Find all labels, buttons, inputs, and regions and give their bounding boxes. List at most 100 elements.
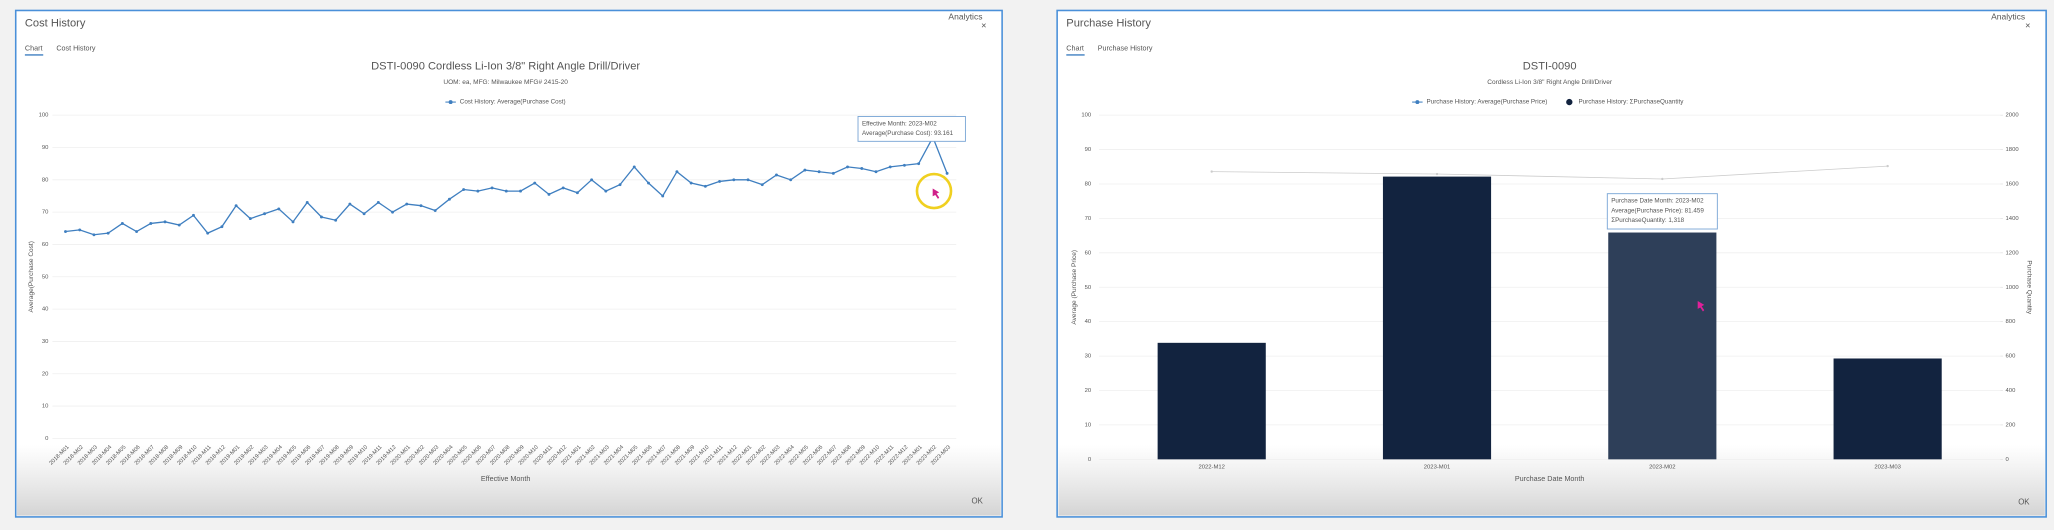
point [661, 194, 665, 198]
point [320, 215, 323, 219]
point [902, 163, 906, 167]
y-tick-label: 80 [42, 177, 49, 183]
y-tick-label: 50 [1085, 285, 1092, 291]
legend-swatch [1415, 100, 1420, 105]
point [860, 167, 864, 170]
point [419, 204, 423, 208]
point [476, 189, 480, 193]
y2-tick-label: 600 [2006, 354, 2017, 360]
point [604, 189, 608, 193]
y2-tick-label: 1000 [2006, 285, 2020, 291]
point [234, 204, 238, 208]
point [647, 181, 650, 185]
point [888, 165, 892, 169]
y-tick-label: 20 [1085, 388, 1092, 394]
point [405, 202, 409, 206]
y-tick-label: 40 [42, 307, 49, 313]
tab[interactable]: Chart [25, 43, 43, 52]
y2-tick-label: 0 [2006, 457, 2010, 463]
tab[interactable]: Cost History [56, 43, 96, 52]
point [775, 173, 778, 177]
bar [1608, 232, 1717, 460]
tooltip-line: Purchase Date Month: 2023-M02 [1611, 198, 1704, 205]
point [831, 171, 835, 175]
purchase-chart: DSTI-0090 Cordless Li-Ion 3/8" Right Angl… [1071, 61, 2032, 483]
analytics-link[interactable]: Analytics [1991, 11, 2025, 21]
tooltip-line: ΣPurchaseQuantity: 1,318 [1611, 217, 1684, 224]
point [1886, 164, 1889, 168]
point [1661, 177, 1664, 181]
shade [17, 444, 1001, 516]
cursor [932, 188, 940, 199]
legend-label: Purchase History: Average(Purchase Price… [1427, 99, 1548, 106]
point [846, 165, 849, 169]
y-tick-label: 30 [1085, 354, 1092, 360]
y-tick-label: 90 [1085, 147, 1092, 153]
dialog [14, 9, 1003, 518]
point [348, 202, 352, 206]
y-axis-label: Average(Purchase Cost) [28, 241, 35, 312]
y-tick-label: 40 [1085, 319, 1092, 325]
point [675, 170, 679, 174]
y-tick-label: 30 [42, 339, 49, 345]
x-axis-label: Purchase Date Month [1515, 474, 1585, 483]
point [135, 230, 139, 233]
cost-chart: DSTI-0090 Cordless Li-Ion 3/8" Right Ang… [28, 61, 966, 483]
y-tick-label: 70 [42, 210, 49, 216]
y-axis-label: Average (Purchase Price) [1071, 250, 1078, 325]
tab[interactable]: Chart [1066, 43, 1084, 52]
line [1211, 165, 1888, 180]
chart-subtitle: Cordless Li-Ion 3/8" Right Angle Drill/D… [1487, 79, 1613, 86]
y2-tick-label: 1400 [2006, 216, 2020, 222]
y2-tick-label: 800 [2006, 319, 2017, 325]
legend-swatch [1566, 98, 1573, 106]
point [305, 200, 309, 204]
point [433, 209, 437, 212]
y-tick-label: 100 [39, 113, 50, 119]
close-button[interactable]: × [981, 21, 986, 31]
cursor-highlight [915, 172, 953, 210]
ok-button[interactable]: OK [972, 496, 984, 505]
y-tick-label: 90 [42, 145, 49, 151]
legend-label: Purchase History: ΣPurchaseQuantity [1578, 99, 1684, 106]
point [334, 218, 338, 222]
point [177, 223, 181, 227]
y2-tick-label: 1200 [2006, 250, 2020, 256]
point [490, 186, 494, 190]
tab[interactable]: Purchase History [1098, 43, 1153, 52]
y-tick-label: 70 [1085, 216, 1092, 222]
y2-tick-label: 1600 [2006, 182, 2020, 188]
point [632, 165, 636, 169]
y2-tick-label: 2000 [2006, 113, 2020, 119]
point [64, 230, 67, 233]
ok-button[interactable]: OK [2018, 498, 2030, 507]
y-tick-label: 10 [42, 404, 49, 410]
point [718, 179, 722, 183]
tooltip [1606, 193, 1718, 230]
point [78, 228, 82, 232]
dialog-title: Cost History [25, 17, 86, 29]
point [917, 162, 921, 166]
x-tick-label: 2023-M02 [1649, 465, 1675, 471]
tooltip-line: Effective Month: 2023-M02 [862, 120, 937, 127]
legend-swatch [448, 100, 453, 105]
point [248, 217, 252, 221]
point [1210, 170, 1213, 173]
point [519, 189, 522, 193]
point [760, 183, 764, 187]
point [789, 178, 793, 182]
point [1435, 172, 1439, 176]
x-tick-label: 2023-M03 [1874, 465, 1901, 471]
point [504, 189, 508, 193]
analytics-link[interactable]: Analytics [948, 11, 982, 21]
bar [1382, 176, 1492, 460]
y2-tick-label: 1800 [2006, 147, 2020, 153]
point [291, 220, 295, 224]
point [106, 231, 110, 235]
point [533, 181, 537, 185]
point [277, 207, 281, 211]
point [447, 197, 451, 201]
close-button[interactable]: × [2025, 21, 2030, 31]
cursor [1697, 300, 1705, 312]
y2-axis-label: Purchase Quantity [2025, 260, 2032, 314]
